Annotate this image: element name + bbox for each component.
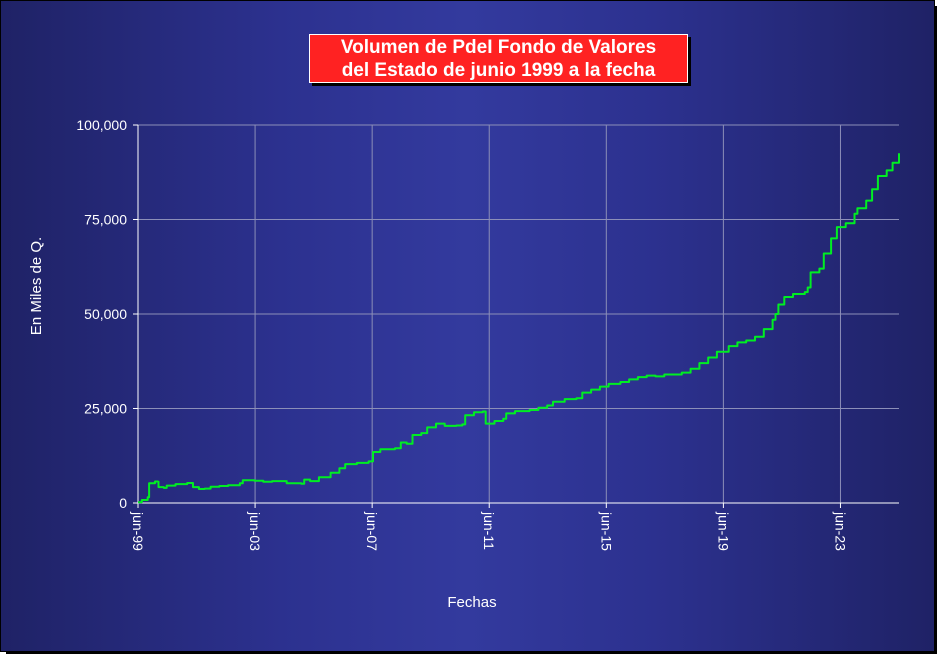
y-tick-label: 0 — [119, 495, 127, 511]
x-tick-label: jun-11 — [481, 511, 497, 550]
x-tick-label: jun-07 — [364, 511, 380, 551]
y-axis-label: En Miles de Q. — [28, 237, 45, 335]
y-tick-label: 100,000 — [76, 117, 127, 133]
frame-shadow-bottom — [6, 652, 937, 654]
axis-layer: 0 25,000 50,000 75,000 100,000 jun-99 jun-03 ju… — [76, 117, 899, 551]
x-tick-label: jun-03 — [247, 511, 263, 551]
grid-layer — [138, 124, 899, 503]
frame-shadow-right — [935, 6, 937, 654]
x-tick-label: jun-99 — [130, 511, 146, 551]
x-axis-label: Fechas — [447, 594, 496, 611]
x-tick-label: jun-15 — [598, 511, 614, 551]
x-tick-label: jun-19 — [715, 511, 731, 551]
chart-title: Volumen de PdeI Fondo de Valores del Est… — [309, 34, 688, 83]
x-tick-label: jun-23 — [832, 511, 848, 551]
y-tick-label: 50,000 — [84, 306, 127, 322]
chart-title-line-2: del Estado de junio 1999 a la fecha — [341, 60, 656, 81]
y-tick-label: 25,000 — [84, 401, 127, 417]
series-line — [138, 153, 900, 504]
series-layer — [138, 153, 900, 504]
chart-title-line-1: Volumen de PdeI Fondo de Valores — [340, 37, 657, 58]
y-tick-label: 75,000 — [84, 212, 127, 228]
